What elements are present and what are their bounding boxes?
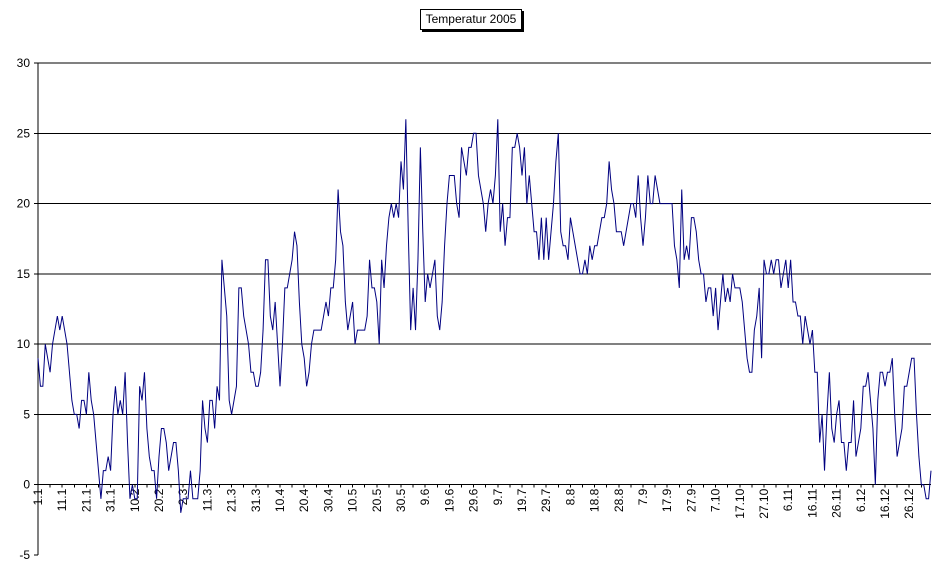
- temperature-series-line: [37, 119, 932, 513]
- x-tick-label: 31.1: [104, 488, 118, 512]
- x-tick-label: 19.7: [515, 488, 529, 512]
- x-tick-label: 1.1: [31, 488, 45, 505]
- x-tick-label: 10.4: [273, 488, 287, 512]
- x-tick-label: 29.7: [539, 488, 553, 512]
- x-tick-label: 19.6: [442, 488, 456, 512]
- x-tick-label: 17.10: [733, 488, 747, 518]
- x-axis-ticks: 1.1 11.1 21.1 31.1 10.2 20.2 2.3 11.3 21.3 31.3 10…: [31, 488, 916, 518]
- x-tick-label: 11.3: [200, 488, 214, 511]
- chart-title: Temperatur 2005: [420, 9, 522, 30]
- y-tick-label: -5: [19, 548, 30, 562]
- x-tick-label: 30.5: [394, 488, 408, 512]
- y-tick-label: 30: [17, 56, 31, 70]
- x-tick-label: 8.8: [563, 488, 577, 505]
- x-tick-label: 10.5: [346, 488, 360, 512]
- x-tick-label: 28.8: [612, 488, 626, 512]
- x-tick-label: 16.12: [878, 488, 892, 518]
- x-tick-label: 20.2: [152, 488, 166, 512]
- x-tick-label: 11.1: [55, 488, 69, 511]
- x-tick-label: 9.7: [491, 488, 505, 505]
- x-tick-label: 31.3: [249, 488, 263, 512]
- x-tick-label: 26.11: [830, 488, 844, 517]
- x-tick-label: 29.6: [467, 488, 481, 512]
- x-tick-label: 9.6: [418, 488, 432, 505]
- series-layer: [37, 119, 932, 513]
- x-tick-label: 6.12: [854, 488, 868, 512]
- y-tick-label: 15: [17, 267, 31, 281]
- y-tick-label: 20: [17, 197, 31, 211]
- x-tick-label: 18.8: [588, 488, 602, 512]
- x-tick-label: 21.3: [225, 488, 239, 512]
- y-tick-label: 5: [23, 407, 30, 421]
- x-tick-label: 21.1: [79, 488, 93, 512]
- axes: [34, 62, 931, 556]
- y-tick-label: 25: [17, 126, 31, 140]
- gridlines: [38, 62, 931, 415]
- x-tick-label: 20.5: [370, 488, 384, 512]
- x-tick-label: 6.11: [781, 488, 795, 511]
- x-tick-label: 20.4: [297, 488, 311, 512]
- x-tick-label: 17.9: [660, 488, 674, 512]
- x-tick-label: 7.10: [709, 488, 723, 512]
- x-tick-label: 27.10: [757, 488, 771, 518]
- x-tick-label: 30.4: [321, 488, 335, 512]
- x-tick-label: 27.9: [684, 488, 698, 512]
- x-tick-label: 10.2: [128, 488, 142, 512]
- x-tick-label: 7.9: [636, 488, 650, 505]
- y-axis-ticks: -5 0 5 10 15 20 25 30: [17, 56, 31, 562]
- x-tick-label: 26.12: [902, 488, 916, 518]
- y-tick-label: 10: [17, 337, 31, 351]
- x-tick-label: 16.11: [805, 488, 819, 517]
- y-tick-label: 0: [23, 478, 30, 492]
